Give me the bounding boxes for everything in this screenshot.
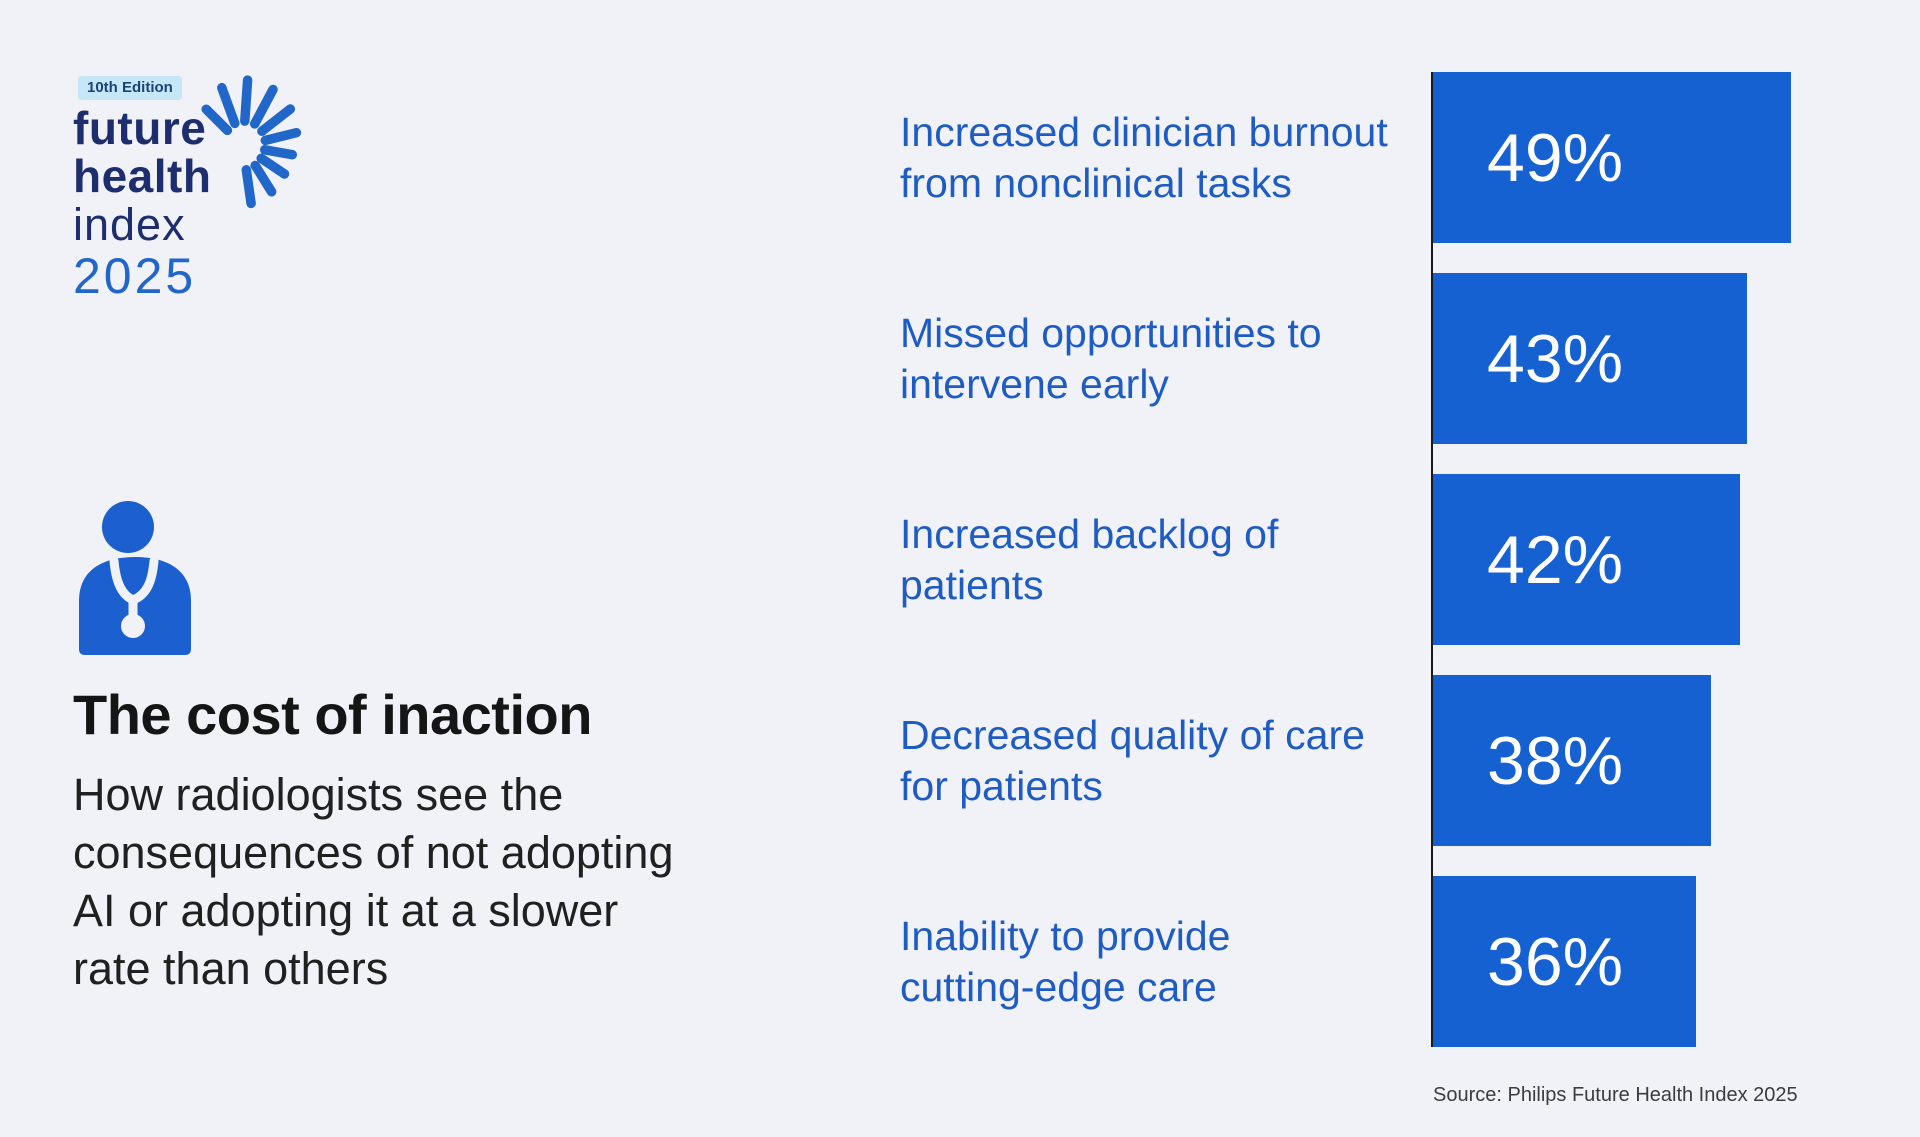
bar-segment: 43% <box>1433 273 1747 444</box>
source-attribution: Source: Philips Future Health Index 2025 <box>1433 1084 1798 1106</box>
bar-category-label: Increased backlog of patients <box>900 510 1279 608</box>
bar-segment: 42% <box>1433 474 1740 645</box>
bar-value-label: 49% <box>1487 119 1624 196</box>
edition-badge: 10th Edition <box>78 76 182 100</box>
bar-value-label: 42% <box>1487 521 1624 598</box>
bar-segment: 49% <box>1433 72 1791 243</box>
logo-word-2025: 2025 <box>73 248 197 304</box>
bar-value-label: 36% <box>1487 923 1624 1000</box>
bar-segment: 38% <box>1433 675 1711 846</box>
logo-word-health: health <box>73 150 212 202</box>
page-subtitle: How radiologists see the consequences of… <box>73 769 674 994</box>
bar-value-label: 38% <box>1487 722 1624 799</box>
logo-word-index: index <box>73 199 186 250</box>
bar-segment: 36% <box>1433 876 1696 1047</box>
doctor-stethoscope-icon <box>79 501 191 655</box>
bar-category-label: Inability to provide cutting-edge care <box>900 912 1231 1010</box>
bar-category-label: Missed opportunities to intervene early <box>900 309 1322 407</box>
bar-category-label: Decreased quality of care for patients <box>900 711 1365 809</box>
bar-value-label: 43% <box>1487 320 1624 397</box>
future-health-index-logo: future health index 2025 <box>73 104 211 303</box>
bar-category-label: Increased clinician burnout from nonclin… <box>900 108 1388 206</box>
sunburst-icon <box>201 75 302 209</box>
logo-word-future: future <box>73 102 207 154</box>
chart-axis-line <box>1431 72 1433 1047</box>
page-title: The cost of inaction <box>73 683 592 746</box>
